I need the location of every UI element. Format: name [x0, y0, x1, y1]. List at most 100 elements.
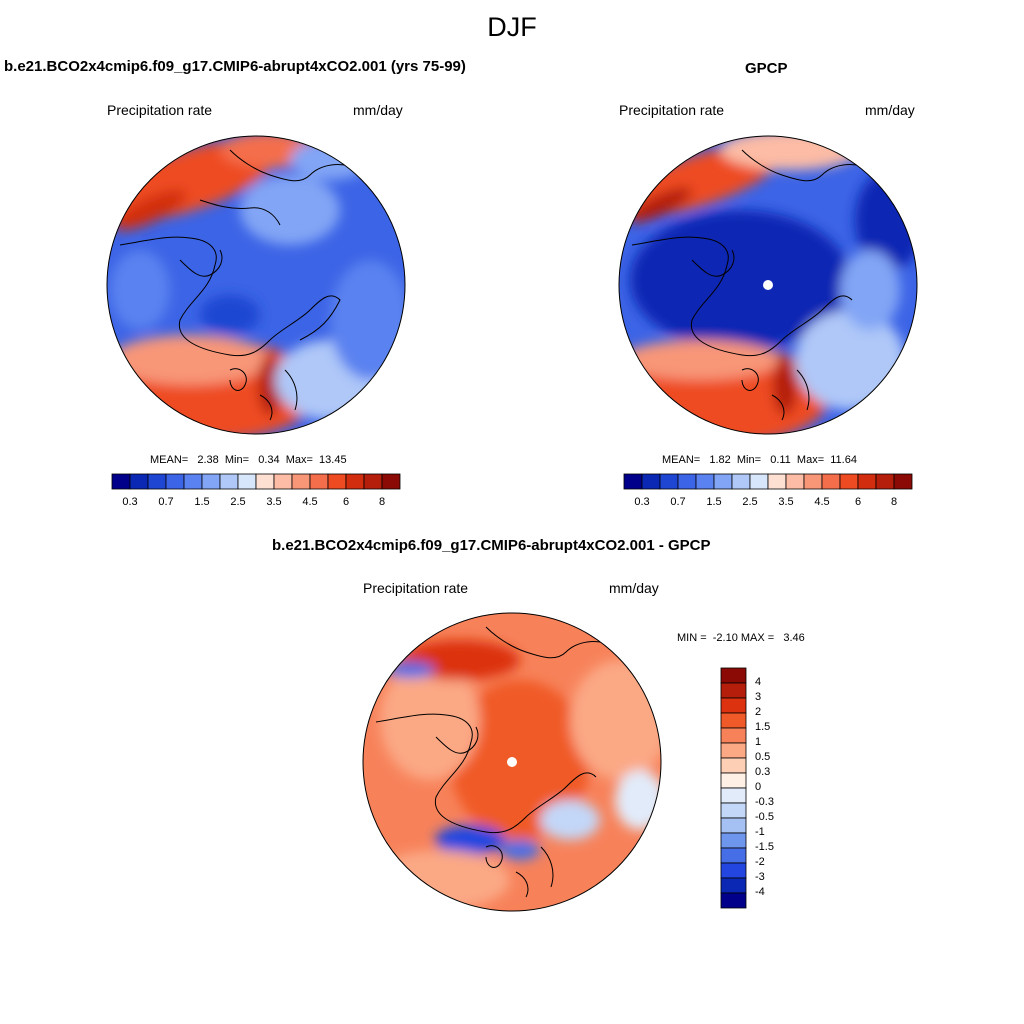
- colorbar-obs-swatch: [695, 473, 715, 490]
- colorbar-model-swatch: [111, 473, 131, 490]
- colorbar-diff-tick-label: 2: [755, 706, 762, 718]
- colorbar-diff-tick-label: -3: [755, 871, 765, 883]
- panel-obs-variable-label: Precipitation rate: [619, 102, 725, 118]
- colorbar-model-swatch: [381, 473, 401, 490]
- colorbar-model-swatch: [165, 473, 185, 490]
- colorbar-diff-tick-label: 1: [755, 736, 762, 748]
- colorbar-diff-swatch: [720, 802, 747, 819]
- pole-hole-marker: [763, 280, 773, 290]
- colorbar-model-tick-label: 6: [342, 496, 350, 508]
- colorbar-diff-swatch: [720, 877, 747, 894]
- colorbar-model-swatch: [273, 473, 293, 490]
- colorbar-diff-tick-label: -2: [755, 856, 765, 868]
- map-obs: [618, 135, 918, 435]
- colorbar-model-swatch: [147, 473, 167, 490]
- colorbar-model: [111, 473, 401, 490]
- colorbar-obs-swatch: [803, 473, 823, 490]
- colorbar-obs-tick-label: 0.7: [670, 496, 686, 508]
- colorbar-obs-swatch: [731, 473, 751, 490]
- colorbar-model-swatch: [201, 473, 221, 490]
- colorbar-obs: [623, 473, 913, 490]
- figure-title: DJF: [487, 12, 537, 42]
- colorbar-diff-swatch: [720, 742, 747, 759]
- colorbar-obs-swatch: [677, 473, 697, 490]
- colorbar-obs-swatch: [749, 473, 769, 490]
- colorbar-diff-tick-label: 3: [755, 691, 762, 703]
- colorbar-obs-tick-label: 1.5: [706, 496, 722, 508]
- colorbar-diff-swatch: [720, 862, 747, 879]
- colorbar-model-tick-label: 0.3: [122, 496, 138, 508]
- colorbar-diff-swatch: [720, 757, 747, 774]
- colorbar-diff-tick-label: 1.5: [755, 721, 771, 733]
- colorbar-diff-tick-label: -1: [755, 826, 765, 838]
- panel-obs-units-label: mm/day: [865, 102, 915, 118]
- panel-obs-title: GPCP: [745, 60, 788, 77]
- colorbar-diff-swatch: [720, 667, 747, 684]
- colorbar-model-tick-label: 0.7: [158, 496, 174, 508]
- colorbar-diff-swatch: [720, 787, 747, 804]
- colorbar-model-swatch: [309, 473, 329, 490]
- colorbar-obs-swatch: [713, 473, 733, 490]
- colorbar-obs-swatch: [623, 473, 643, 490]
- pole-hole-marker-diff: [507, 757, 517, 767]
- colorbar-obs-swatch: [641, 473, 661, 490]
- colorbar-diff-tick-label: 0.3: [755, 766, 771, 778]
- colorbar-model-swatch: [327, 473, 347, 490]
- colorbar-model-swatch: [363, 473, 383, 490]
- colorbar-model-swatch: [291, 473, 311, 490]
- panel-diff-title: b.e21.BCO2x4cmip6.f09_g17.CMIP6-abrupt4x…: [272, 537, 711, 554]
- panel-diff-units-label: mm/day: [609, 580, 659, 596]
- panel-obs-stats: MEAN= 1.82 Min= 0.11 Max= 11.64: [662, 454, 857, 466]
- colorbar-obs-tick-label: 2.5: [742, 496, 758, 508]
- colorbar-model-tick-label: 8: [378, 496, 386, 508]
- colorbar-obs-tick-label: 8: [890, 496, 898, 508]
- colorbar-diff-swatch: [720, 682, 747, 699]
- colorbar-diff-tick-label: -0.5: [755, 811, 774, 823]
- colorbar-diff-tick-label: -1.5: [755, 841, 774, 853]
- map-diff: [362, 612, 662, 912]
- colorbar-diff: [720, 667, 747, 909]
- colorbar-obs-swatch: [875, 473, 895, 490]
- panel-model-variable-label: Precipitation rate: [107, 102, 213, 118]
- colorbar-diff-swatch: [720, 727, 747, 744]
- colorbar-model-swatch: [219, 473, 239, 490]
- colorbar-diff-swatch: [720, 892, 747, 909]
- map-model: [106, 135, 406, 435]
- colorbar-obs-tick-label: 3.5: [778, 496, 794, 508]
- panel-diff-stats: MIN = -2.10 MAX = 3.46: [677, 632, 805, 644]
- colorbar-obs-swatch: [857, 473, 877, 490]
- colorbar-model-swatch: [129, 473, 149, 490]
- colorbar-model-tick-label: 4.5: [302, 496, 318, 508]
- colorbar-model-tick-label: 2.5: [230, 496, 246, 508]
- colorbar-model-tick-label: 3.5: [266, 496, 282, 508]
- colorbar-diff-swatch: [720, 697, 747, 714]
- colorbar-model-swatch: [237, 473, 257, 490]
- colorbar-diff-tick-label: 0: [755, 781, 762, 793]
- colorbar-obs-swatch: [785, 473, 805, 490]
- colorbar-model-tick-label: 1.5: [194, 496, 210, 508]
- colorbar-diff-swatch: [720, 847, 747, 864]
- colorbar-diff-swatch: [720, 832, 747, 849]
- colorbar-obs-swatch: [821, 473, 841, 490]
- colorbar-diff-swatch: [720, 712, 747, 729]
- panel-model-stats: MEAN= 2.38 Min= 0.34 Max= 13.45: [150, 454, 347, 466]
- panel-model-units-label: mm/day: [353, 102, 403, 118]
- panel-model-title: b.e21.BCO2x4cmip6.f09_g17.CMIP6-abrupt4x…: [4, 58, 466, 75]
- colorbar-obs-tick-label: 4.5: [814, 496, 830, 508]
- colorbar-obs-swatch: [839, 473, 859, 490]
- colorbar-obs-tick-label: 0.3: [634, 496, 650, 508]
- panel-diff-variable-label: Precipitation rate: [363, 580, 469, 596]
- colorbar-model-swatch: [183, 473, 203, 490]
- colorbar-diff-tick-label: 0.5: [755, 751, 771, 763]
- colorbar-obs-swatch: [893, 473, 913, 490]
- colorbar-diff-swatch: [720, 817, 747, 834]
- colorbar-diff-tick-label: -4: [755, 886, 765, 898]
- colorbar-diff-swatch: [720, 772, 747, 789]
- colorbar-obs-tick-label: 6: [854, 496, 862, 508]
- colorbar-diff-tick-label: 4: [755, 676, 762, 688]
- colorbar-model-swatch: [345, 473, 365, 490]
- colorbar-model-swatch: [255, 473, 275, 490]
- colorbar-obs-swatch: [767, 473, 787, 490]
- colorbar-diff-tick-label: -0.3: [755, 796, 774, 808]
